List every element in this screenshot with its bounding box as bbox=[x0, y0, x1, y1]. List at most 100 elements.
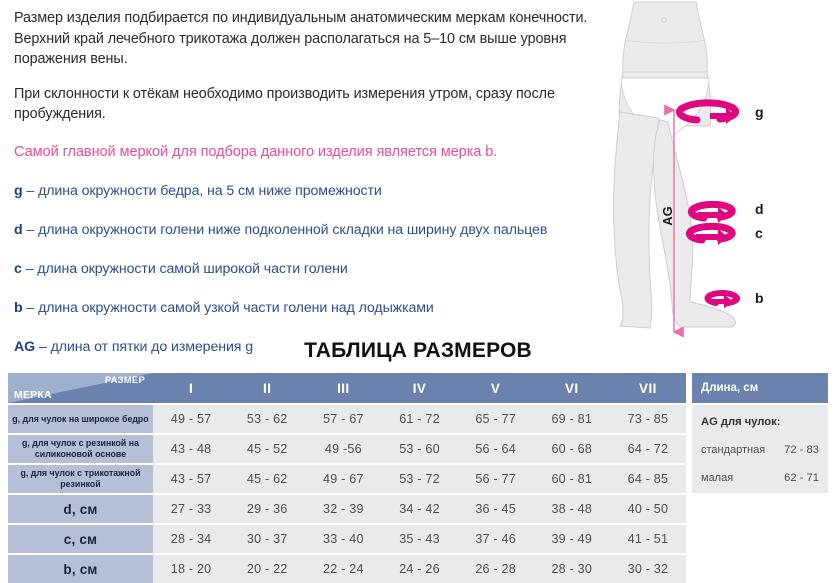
table-cell: 57 - 67 bbox=[323, 412, 364, 426]
table-cell: 26 - 28 bbox=[475, 562, 516, 576]
table-cell: 64 - 72 bbox=[627, 442, 669, 456]
row-label: g, для чулок с трикотажной резинкой bbox=[8, 465, 153, 493]
measurement-dash-b: – bbox=[26, 299, 35, 316]
measurement-dash-ag: – bbox=[38, 338, 47, 355]
measurement-item-d: d – длина окружности голени ниже подколе… bbox=[14, 221, 614, 240]
b-arrow-head bbox=[712, 294, 733, 309]
measurement-item-ag: AG – длина от пятки до измерения g bbox=[14, 338, 614, 357]
measurement-dash-c: – bbox=[25, 260, 34, 277]
table-cell: 32 - 39 bbox=[323, 502, 364, 516]
g-arrow-head bbox=[710, 108, 736, 124]
table-cell: 53 - 72 bbox=[399, 472, 440, 486]
table-corner-cell: РАЗМЕР МЕРКА bbox=[8, 373, 153, 403]
length-panel-body: AG для чулок: стандартная 72 - 83 малая … bbox=[692, 405, 828, 493]
length-panel-header: Длина, см bbox=[692, 373, 828, 403]
column-header-6: VI bbox=[564, 380, 579, 396]
table-cell: 38 - 48 bbox=[551, 502, 593, 516]
measurement-key-d: d bbox=[14, 221, 23, 238]
table-cell: 56 - 77 bbox=[475, 472, 516, 486]
table-cell: 24 - 26 bbox=[399, 562, 440, 576]
column-header-3: III bbox=[337, 380, 350, 396]
table-cell: 49 - 57 bbox=[170, 412, 212, 426]
table-cell: 29 - 36 bbox=[246, 502, 288, 516]
diagram-label-b: b bbox=[755, 290, 764, 306]
table-row: c, см 28 - 34 30 - 37 33 - 40 35 - 43 37… bbox=[8, 525, 686, 553]
measurement-key-ag: AG bbox=[14, 338, 36, 355]
table-cell: 30 - 37 bbox=[246, 532, 288, 546]
table-cell: 37 - 46 bbox=[475, 532, 516, 546]
table-cell: 73 - 85 bbox=[627, 412, 669, 426]
length-panel-row-range: 62 - 71 bbox=[784, 472, 819, 484]
measurement-item-b: b – длина окружности самой узкой части г… bbox=[14, 299, 614, 318]
text-column: Размер изделия подбирается по индивидуал… bbox=[14, 8, 614, 377]
table-cell: 69 - 81 bbox=[551, 412, 593, 426]
table-cell: 43 - 48 bbox=[170, 442, 212, 456]
table-cell: 43 - 57 bbox=[170, 472, 212, 486]
table-cell: 18 - 20 bbox=[170, 562, 212, 576]
table-cell: 65 - 77 bbox=[475, 412, 516, 426]
table-cell: 33 - 40 bbox=[323, 532, 364, 546]
table-row: g, для чулок с резинкой на силиконовой о… bbox=[8, 435, 686, 463]
table-cell: 28 - 34 bbox=[170, 532, 212, 546]
row-label: d, см bbox=[8, 495, 153, 523]
table-cell: 45 - 52 bbox=[246, 442, 288, 456]
table-cell: 64 - 85 bbox=[627, 472, 669, 486]
measurement-desc-c: длина окружности самой широкой части гол… bbox=[37, 260, 348, 277]
table-cell: 41 - 51 bbox=[627, 532, 669, 546]
table-cell: 61 - 72 bbox=[399, 412, 440, 426]
table-cell: 49 - 67 bbox=[323, 472, 364, 486]
table-cell: 53 - 60 bbox=[399, 442, 440, 456]
measurement-desc-g: длина окружности бедра, на 5 см ниже про… bbox=[38, 182, 382, 199]
info-section: Размер изделия подбирается по индивидуал… bbox=[14, 1, 764, 355]
column-header-7: VII bbox=[639, 380, 657, 396]
length-panel: Длина, см AG для чулок: стандартная 72 -… bbox=[692, 373, 828, 493]
row-label: c, см bbox=[8, 525, 153, 553]
table-row: g, для чулок на широкое бедро 49 - 57 53… bbox=[8, 405, 686, 433]
table-row: g, для чулок с трикотажной резинкой 43 -… bbox=[8, 465, 686, 493]
ag-measure-arrow: AG bbox=[660, 104, 684, 338]
length-panel-row-name: стандартная bbox=[701, 444, 766, 456]
table-cell: 36 - 45 bbox=[475, 502, 516, 516]
measurement-desc-d: длина окружности голени ниже подколенной… bbox=[38, 221, 548, 238]
table-cell: 45 - 62 bbox=[246, 472, 288, 486]
column-header-5: V bbox=[490, 380, 501, 396]
length-panel-row-range: 72 - 83 bbox=[784, 444, 819, 456]
measurement-item-c: c – длина окружности самой широкой части… bbox=[14, 260, 614, 279]
length-panel-row: стандартная 72 - 83 bbox=[701, 439, 819, 467]
d-arrow-head bbox=[698, 207, 728, 223]
table-cell: 53 - 62 bbox=[246, 412, 288, 426]
corner-label-measure: МЕРКА bbox=[14, 389, 52, 401]
intro-paragraph-2: При склонности к отёкам необходимо произ… bbox=[14, 85, 555, 123]
c-arrow-head bbox=[696, 229, 728, 245]
diagram-label-c: c bbox=[755, 225, 763, 241]
corner-label-size: РАЗМЕР bbox=[104, 375, 145, 386]
table-cell: 35 - 43 bbox=[399, 532, 440, 546]
diagram-label-d: d bbox=[755, 201, 764, 217]
table-cell: 39 - 49 bbox=[551, 532, 593, 546]
leg-measurement-diagram: AG bbox=[602, 0, 836, 340]
row-label: g, для чулок на широкое бедро bbox=[8, 405, 153, 433]
table-cell: 56 - 64 bbox=[475, 442, 516, 456]
table-cell: 28 - 30 bbox=[551, 562, 593, 576]
ag-label: AG bbox=[660, 206, 675, 226]
measurement-desc-b: длина окружности самой узкой части голен… bbox=[38, 299, 434, 316]
length-panel-row: малая 62 - 71 bbox=[701, 467, 819, 495]
table-cell: 49 -56 bbox=[324, 442, 362, 456]
table-cell: 20 - 22 bbox=[246, 562, 288, 576]
diagram-label-g: g bbox=[755, 104, 764, 120]
measurement-dash-d: – bbox=[26, 221, 35, 238]
corner-diagonal-shape bbox=[8, 373, 153, 403]
length-panel-row-name: малая bbox=[701, 472, 734, 484]
intro-paragraph-1: Размер изделия подбирается по индивидуал… bbox=[14, 10, 588, 67]
column-header-1: I bbox=[188, 380, 194, 396]
table-row: b, см 18 - 20 20 - 22 22 - 24 24 - 26 26… bbox=[8, 555, 686, 583]
measurement-key-c: c bbox=[14, 260, 22, 277]
table-row: d, см 27 - 33 29 - 36 32 - 39 34 - 42 36… bbox=[8, 495, 686, 523]
table-cell: 60 - 81 bbox=[551, 472, 593, 486]
table-cell: 30 - 32 bbox=[627, 562, 669, 576]
table-header-row: РАЗМЕР МЕРКА I II III IV V VI VII bbox=[8, 373, 686, 403]
measurement-desc-ag: длина от пятки до измерения g bbox=[50, 338, 254, 355]
size-table-main: РАЗМЕР МЕРКА I II III IV V VI VII g, для… bbox=[8, 373, 686, 583]
page-title: ТАБЛИЦА РАЗМЕРОВ bbox=[304, 339, 532, 362]
length-panel-title-text: AG для чулок: bbox=[701, 416, 781, 428]
